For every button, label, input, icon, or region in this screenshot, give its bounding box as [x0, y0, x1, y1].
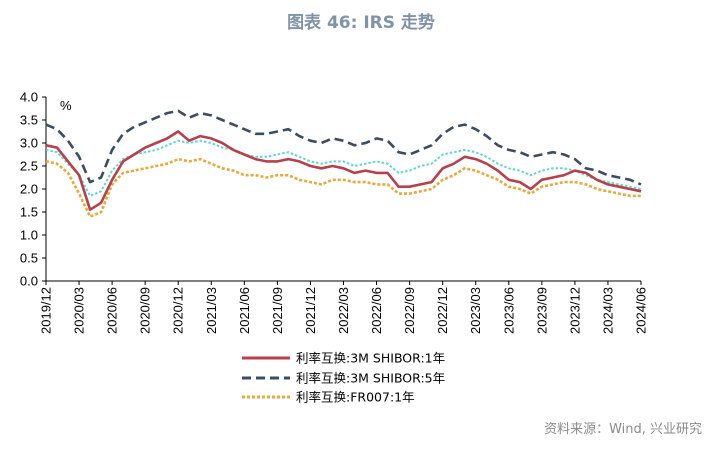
legend-label: 利率互换:3M SHIBOR:1年	[296, 351, 445, 366]
y-tick-label: 4.0	[20, 90, 38, 105]
y-tick-label: 2.0	[20, 182, 38, 197]
chart-title: 图表 46: IRS 走势	[287, 13, 435, 33]
source-note: 资料来源：Wind, 兴业研究	[544, 422, 702, 437]
x-tick-label: 2020/09	[138, 287, 153, 334]
y-tick-label: 0.0	[20, 274, 38, 289]
x-tick-label: 2020/06	[105, 287, 120, 334]
series-line-overlay	[45, 139, 642, 198]
x-tick-label: 2021/09	[270, 287, 285, 334]
series-line	[45, 109, 642, 186]
x-tick-label: 2020/12	[171, 287, 186, 334]
series-line	[45, 130, 642, 211]
x-tick-label: 2021/06	[237, 287, 252, 334]
x-tick-label: 2021/12	[303, 287, 318, 334]
y-tick-label: 0.5	[20, 251, 38, 266]
y-tick-label: 1.0	[20, 228, 38, 243]
y-tick-label: 3.0	[20, 136, 38, 151]
y-tick-label: 1.5	[20, 205, 38, 220]
x-tick-label: 2020/03	[72, 287, 87, 334]
x-tick-label: 2023/03	[468, 287, 483, 334]
x-tick-label: 2022/03	[336, 287, 351, 334]
series-line	[45, 157, 641, 218]
x-tick-label: 2024/03	[600, 287, 615, 334]
x-tick-label: 2021/03	[204, 287, 219, 334]
x-tick-label: 2023/06	[501, 287, 516, 334]
chart-series-lines	[45, 109, 642, 218]
y-tick-label: 3.5	[20, 113, 38, 128]
x-tick-label: 2022/09	[402, 287, 417, 334]
legend-label: 利率互换:FR007:1年	[296, 390, 415, 405]
x-tick-label: 2019/12	[39, 287, 54, 334]
y-tick-label: 2.5	[20, 159, 38, 174]
x-tick-label: 2023/12	[567, 287, 582, 334]
y-axis-unit-label: %	[60, 98, 72, 113]
chart-axes: 4.0 3.5 3.0 2.5 2.0 1.5 1.0 0.5 0.0% 2019/12 2020/…	[20, 90, 649, 335]
legend-label: 利率互换:3M SHIBOR:5年	[296, 371, 445, 386]
x-tick-label: 2024/06	[634, 287, 649, 334]
x-tick-label: 2022/12	[435, 287, 450, 334]
x-tick-label: 2023/09	[534, 287, 549, 334]
x-tick-label: 2022/06	[369, 287, 384, 334]
